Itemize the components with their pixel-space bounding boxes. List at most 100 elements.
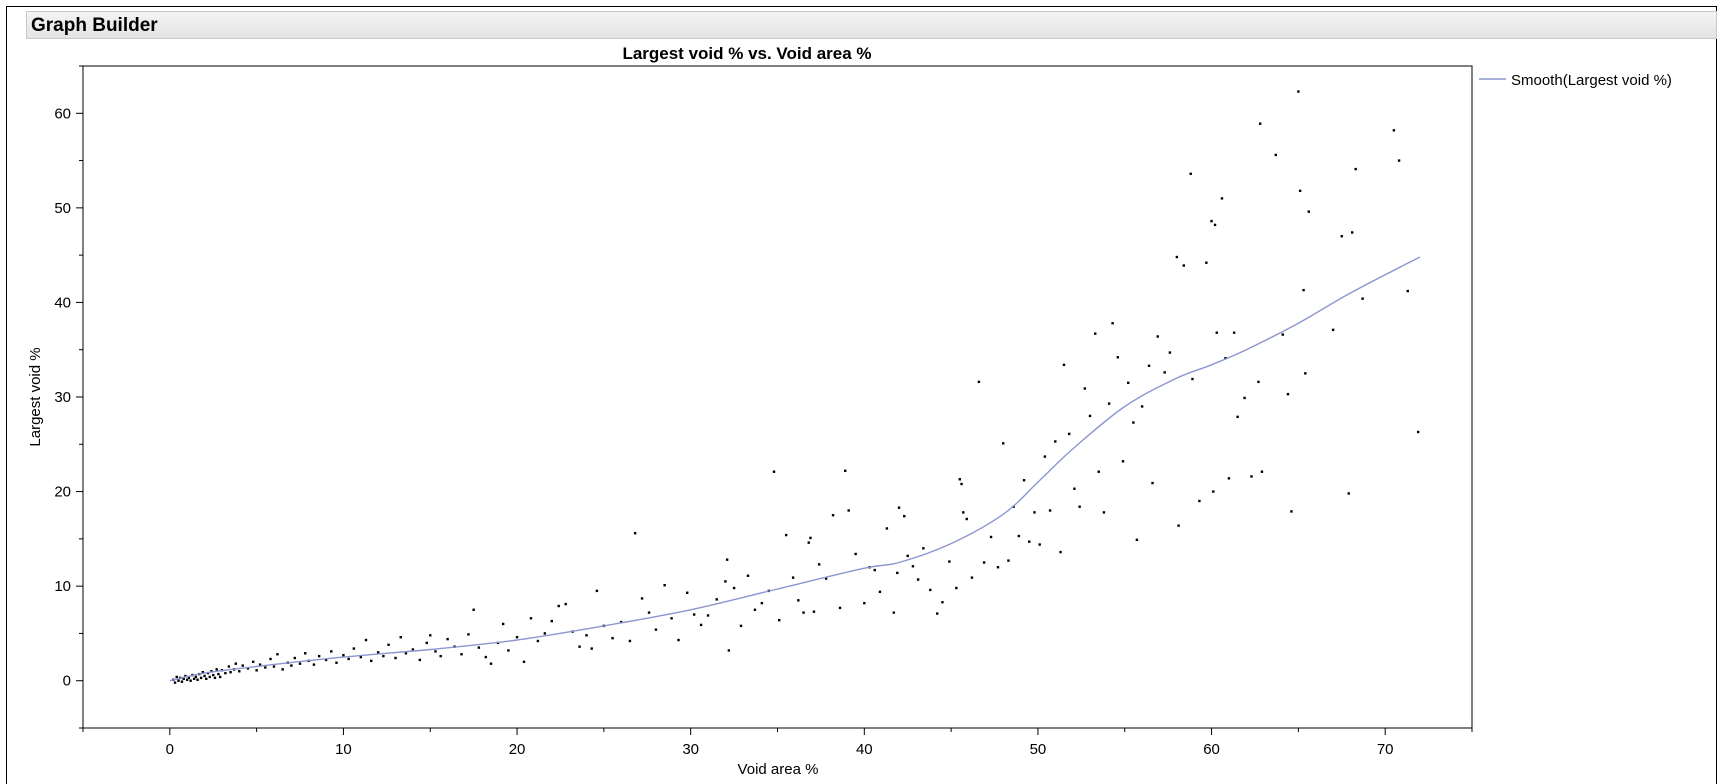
data-point: [897, 506, 901, 509]
data-point: [1062, 363, 1066, 367]
data-point: [1067, 432, 1071, 436]
data-point: [1078, 505, 1081, 508]
data-point: [312, 663, 316, 666]
data-point: [255, 669, 258, 672]
data-point: [399, 636, 402, 639]
data-point: [896, 571, 899, 575]
x-tick-label: 50: [1030, 741, 1047, 758]
data-point: [1168, 351, 1172, 354]
scatter-points: [172, 90, 1420, 684]
data-point: [1243, 396, 1246, 400]
data-point: [1140, 405, 1144, 408]
data-point: [217, 672, 220, 676]
data-point: [342, 653, 345, 657]
data-point: [922, 547, 925, 550]
data-point: [1340, 235, 1343, 238]
data-point: [1111, 322, 1114, 325]
data-point: [725, 558, 729, 561]
y-tick-label: 40: [54, 294, 71, 311]
data-point: [578, 645, 581, 648]
data-point: [192, 677, 196, 681]
data-point: [692, 613, 696, 616]
data-point: [218, 675, 222, 679]
data-point: [543, 632, 547, 635]
data-point: [394, 656, 397, 660]
data-point: [585, 634, 588, 637]
legend[interactable]: Smooth(Largest void %): [1479, 72, 1672, 89]
y-tick-label: 0: [63, 673, 71, 690]
data-point: [977, 380, 981, 384]
data-point: [194, 675, 198, 679]
data-point: [460, 653, 463, 656]
data-point: [370, 659, 373, 663]
data-point: [982, 561, 986, 564]
data-point: [317, 654, 321, 658]
data-point: [1107, 402, 1111, 405]
data-point: [1297, 90, 1300, 93]
data-point: [251, 660, 255, 663]
data-point: [418, 658, 422, 662]
data-point: [359, 655, 362, 659]
data-point: [903, 514, 906, 518]
data-point: [304, 652, 307, 655]
data-point: [753, 608, 757, 611]
data-point: [213, 676, 217, 680]
data-point: [536, 639, 540, 643]
data-point: [778, 618, 781, 622]
y-tick-label: 10: [54, 578, 71, 595]
data-point: [404, 652, 408, 655]
data-point: [1156, 335, 1159, 338]
data-point: [1224, 357, 1227, 360]
x-tick-label: 40: [856, 741, 873, 758]
data-point: [507, 649, 510, 652]
data-point: [1212, 490, 1215, 493]
data-point: [844, 469, 847, 472]
data-point: [173, 681, 177, 684]
data-point: [873, 568, 876, 572]
data-point: [269, 657, 272, 661]
data-point: [1135, 538, 1139, 542]
data-point: [1083, 387, 1087, 390]
plot-area[interactable]: [82, 65, 1473, 729]
data-point: [1304, 372, 1307, 375]
data-point: [1116, 356, 1120, 359]
data-point: [1350, 231, 1354, 234]
smooth-line: [169, 256, 1421, 682]
data-point: [281, 668, 284, 671]
data-point: [522, 660, 526, 663]
data-point: [965, 517, 968, 521]
data-point: [215, 668, 218, 671]
data-point: [234, 662, 237, 665]
data-point: [1048, 509, 1052, 512]
data-point: [1236, 415, 1239, 419]
x-tick-label: 0: [166, 741, 174, 758]
data-point: [1258, 122, 1262, 125]
data-point: [1210, 219, 1213, 223]
data-point: [746, 574, 750, 577]
data-point: [1281, 333, 1284, 336]
data-point: [258, 663, 262, 666]
data-point: [1220, 197, 1224, 200]
data-point: [784, 533, 788, 537]
data-point: [1227, 477, 1231, 480]
data-point: [863, 601, 866, 605]
data-point: [1290, 510, 1293, 513]
data-point: [996, 566, 1000, 569]
data-point: [184, 674, 187, 678]
data-point: [595, 589, 599, 593]
data-point: [878, 590, 882, 594]
data-point: [1302, 288, 1305, 292]
data-point: [224, 671, 227, 675]
data-point: [885, 527, 889, 530]
data-point: [1232, 331, 1236, 334]
legend-label-smooth: Smooth(Largest void %): [1511, 72, 1672, 89]
data-point: [948, 560, 951, 563]
title-bar[interactable]: Graph Builder: [26, 11, 1717, 39]
data-point: [425, 641, 428, 645]
data-point: [1331, 328, 1335, 332]
data-point: [1088, 414, 1092, 418]
data-point: [970, 576, 974, 579]
data-point: [724, 580, 727, 583]
data-point: [434, 650, 437, 653]
data-point: [1397, 159, 1401, 162]
